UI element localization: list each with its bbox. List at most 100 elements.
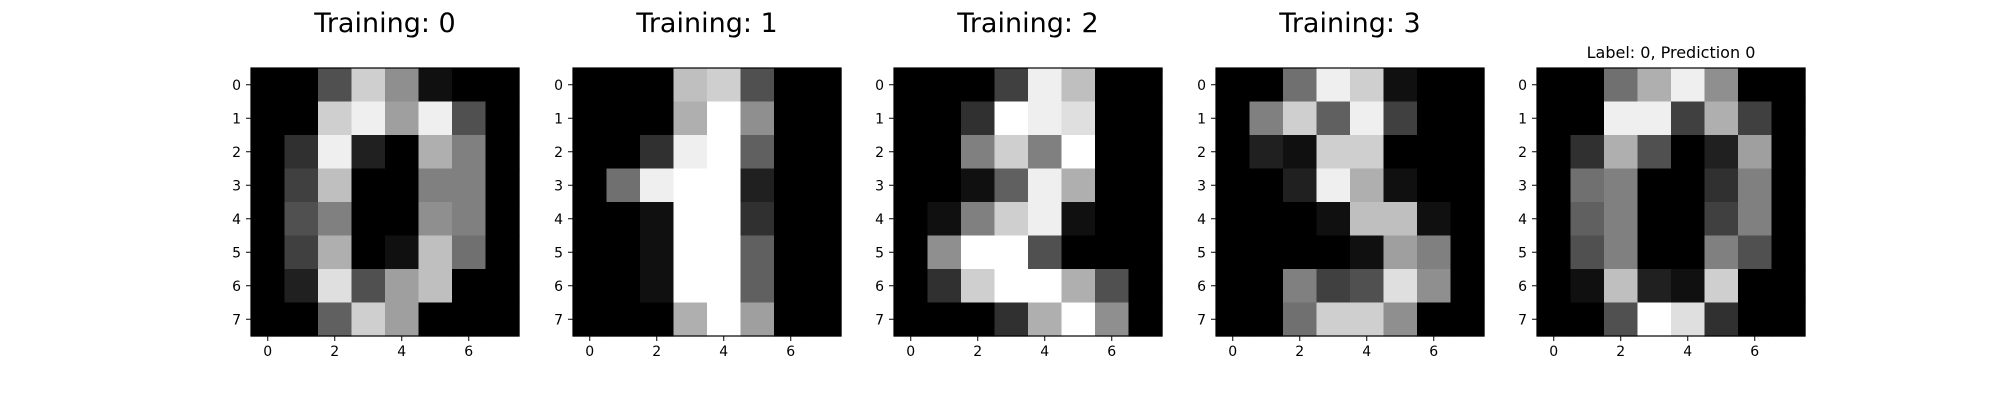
pixel-cell-r5-c4 <box>1671 235 1706 270</box>
pixel-cell-r1-c7 <box>1450 101 1485 136</box>
y-tick-label: 1 <box>1518 111 1527 127</box>
pixel-cell-r1-c6 <box>1417 101 1452 136</box>
pixel-cell-r1-c0 <box>251 101 286 136</box>
pixel-cell-r7-c2 <box>640 302 675 337</box>
pixel-cell-r7-c1 <box>1570 302 1605 337</box>
pixel-cell-r4-c7 <box>807 202 842 237</box>
pixel-cell-r5-c1 <box>927 235 962 270</box>
pixel-cell-r5-c3 <box>994 235 1029 270</box>
x-tick-label: 4 <box>1040 344 1049 360</box>
pixel-cell-r3-c0 <box>251 168 286 203</box>
pixel-cell-r0-c0 <box>251 68 286 103</box>
pixel-cell-r4-c1 <box>284 202 319 237</box>
pixel-cell-r2-c7 <box>1128 135 1163 170</box>
pixel-cell-r1-c1 <box>284 101 319 136</box>
pixel-cell-r2-c6 <box>774 135 809 170</box>
pixel-cell-r7-c4 <box>1028 302 1063 337</box>
pixel-cell-r5-c7 <box>1771 235 1806 270</box>
pixel-cell-r5-c1 <box>1570 235 1605 270</box>
pixel-cell-r2-c0 <box>573 135 608 170</box>
pixel-cell-r3-c6 <box>1417 168 1452 203</box>
pixel-cell-r1-c1 <box>927 101 962 136</box>
pixel-cell-r6-c4 <box>1671 269 1706 304</box>
pixel-cell-r0-c5 <box>1061 68 1096 103</box>
pixel-cell-r2-c4 <box>1350 135 1385 170</box>
pixel-cell-r6-c3 <box>1637 269 1672 304</box>
pixel-cell-r1-c6 <box>452 101 487 136</box>
pixel-cell-r4-c2 <box>1604 202 1639 237</box>
pixel-cell-r6-c7 <box>1128 269 1163 304</box>
pixel-cell-r7-c6 <box>1738 302 1773 337</box>
x-tick-label: 0 <box>1228 344 1237 360</box>
pixel-cell-r1-c2 <box>1283 101 1318 136</box>
pixel-cell-r5-c6 <box>1417 235 1452 270</box>
pixel-cell-r3-c5 <box>740 168 775 203</box>
pixel-cell-r1-c5 <box>1383 101 1418 136</box>
digit-panel-0: Training: 0 0 2 4 6 0 1 2 3 4 5 6 7 <box>232 8 520 360</box>
x-tick-label: 4 <box>1362 344 1371 360</box>
panel-title: Training: 3 <box>1278 8 1420 39</box>
pixel-cell-r6-c4 <box>1028 269 1063 304</box>
y-tick-label: 2 <box>554 145 563 161</box>
pixel-cell-r6-c1 <box>1249 269 1284 304</box>
pixel-cell-r4-c0 <box>251 202 286 237</box>
y-tick-label: 2 <box>1518 145 1527 161</box>
axes-frame <box>1215 67 1485 337</box>
pixel-cell-r3-c7 <box>485 168 520 203</box>
pixel-cell-r7-c5 <box>1061 302 1096 337</box>
pixel-cell-r5-c5 <box>1061 235 1096 270</box>
pixel-cell-r4-c0 <box>1216 202 1251 237</box>
pixel-cell-r6-c5 <box>418 269 453 304</box>
x-tick-label: 2 <box>973 344 982 360</box>
pixel-cell-r7-c4 <box>1671 302 1706 337</box>
pixel-cell-r7-c7 <box>1450 302 1485 337</box>
pixel-cell-r5-c5 <box>740 235 775 270</box>
pixel-cell-r4-c0 <box>573 202 608 237</box>
pixel-cell-r0-c4 <box>385 68 420 103</box>
pixel-cell-r5-c0 <box>1537 235 1572 270</box>
pixel-cell-r2-c1 <box>606 135 641 170</box>
pixel-cell-r6-c0 <box>1216 269 1251 304</box>
pixel-cell-r7-c5 <box>1704 302 1739 337</box>
pixel-cell-r5-c4 <box>1350 235 1385 270</box>
pixel-cell-r5-c6 <box>774 235 809 270</box>
pixel-cell-r1-c1 <box>1249 101 1284 136</box>
pixel-cell-r2-c3 <box>673 135 708 170</box>
pixel-cell-r4-c3 <box>351 202 386 237</box>
pixel-cell-r3-c5 <box>1061 168 1096 203</box>
pixel-cell-r6-c4 <box>707 269 742 304</box>
pixel-cell-r4-c2 <box>961 202 996 237</box>
pixel-cell-r7-c6 <box>452 302 487 337</box>
pixel-cell-r6-c0 <box>573 269 608 304</box>
pixel-cell-r1-c3 <box>994 101 1029 136</box>
pixel-cell-r0-c4 <box>707 68 742 103</box>
pixel-cell-r2-c4 <box>707 135 742 170</box>
pixel-cell-r0-c2 <box>318 68 353 103</box>
pixel-cell-r1-c6 <box>1095 101 1130 136</box>
pixel-cell-r3-c2 <box>1283 168 1318 203</box>
pixel-cell-r3-c7 <box>1128 168 1163 203</box>
pixel-cell-r1-c0 <box>894 101 929 136</box>
pixel-cell-r7-c1 <box>284 302 319 337</box>
pixel-cell-r3-c4 <box>707 168 742 203</box>
pixel-cell-r3-c2 <box>1604 168 1639 203</box>
pixel-cell-r5-c3 <box>673 235 708 270</box>
pixel-cell-r4-c0 <box>894 202 929 237</box>
pixel-cell-r5-c1 <box>284 235 319 270</box>
pixel-cell-r2-c2 <box>961 135 996 170</box>
pixel-cell-r7-c7 <box>485 302 520 337</box>
pixel-cell-r6-c5 <box>1704 269 1739 304</box>
x-tick-label: 4 <box>397 344 406 360</box>
pixel-cell-r3-c1 <box>1249 168 1284 203</box>
pixel-cell-r0-c3 <box>673 68 708 103</box>
pixel-cell-r6-c5 <box>740 269 775 304</box>
pixel-cell-r7-c5 <box>1383 302 1418 337</box>
pixel-cell-r6-c2 <box>961 269 996 304</box>
pixel-cell-r3-c1 <box>284 168 319 203</box>
pixel-cell-r0-c1 <box>1249 68 1284 103</box>
pixel-cell-r5-c0 <box>1216 235 1251 270</box>
pixel-cell-r2-c2 <box>1604 135 1639 170</box>
pixel-cell-r2-c1 <box>1570 135 1605 170</box>
pixel-cell-r2-c3 <box>1637 135 1672 170</box>
